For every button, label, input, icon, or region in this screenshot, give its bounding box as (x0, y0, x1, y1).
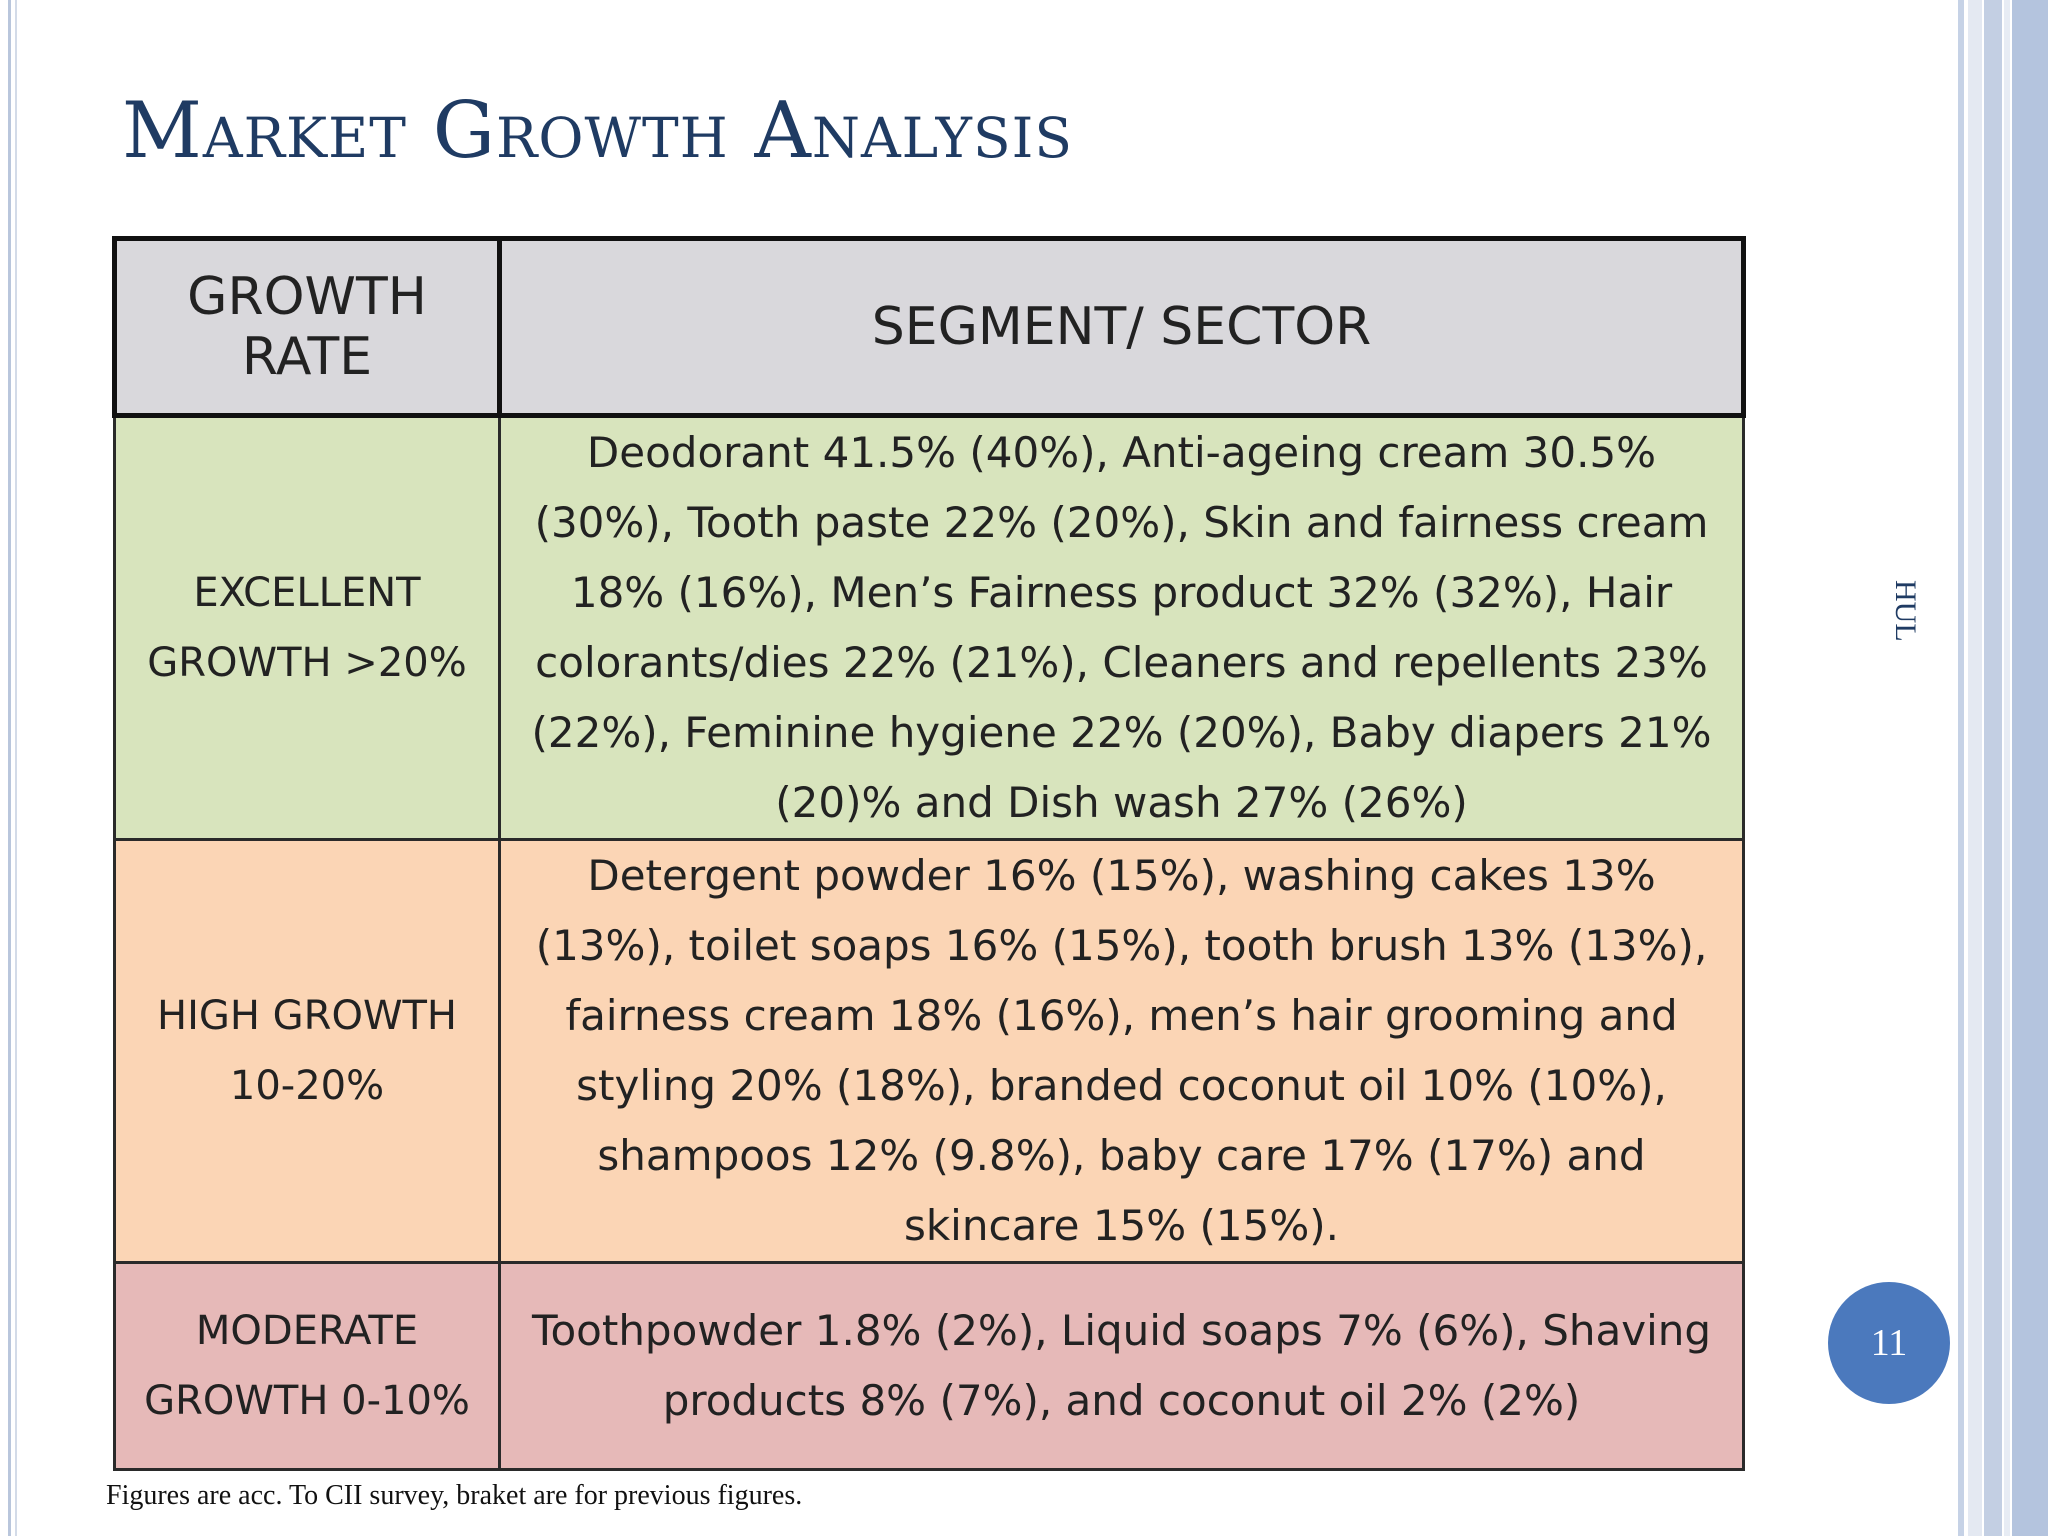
header-growth-rate: GROWTH RATE (112, 236, 502, 418)
page-number-badge: 11 (1828, 1282, 1950, 1404)
segment-cell-high: Detergent powder 16% (15%), washing cake… (498, 838, 1745, 1264)
right-decor-stripe (1958, 0, 1964, 1536)
header-segment-sector: SEGMENT/ SECTOR (497, 236, 1746, 418)
page-number: 11 (1870, 1322, 1908, 1364)
right-decor-stripe (2012, 0, 2048, 1536)
rate-cell-excellent: EXCELLENT GROWTH >20% (113, 414, 501, 841)
right-decor-stripe (2004, 0, 2010, 1536)
table-row: MODERATE GROWTH 0-10% Toothpowder 1.8% (… (113, 1261, 1745, 1471)
segment-cell-excellent: Deodorant 41.5% (40%), Anti-ageing cream… (498, 414, 1745, 841)
left-border-line-inner (15, 0, 17, 1536)
left-border-line (8, 0, 11, 1536)
footnote: Figures are acc. To CII survey, braket a… (106, 1480, 803, 1511)
table-row: HIGH GROWTH 10-20% Detergent powder 16% … (113, 838, 1745, 1264)
right-decor-stripe (1984, 0, 2002, 1536)
side-label: HUL (1889, 580, 1922, 642)
right-decor-stripe (1968, 0, 1982, 1536)
table-header-row: GROWTH RATE SEGMENT/ SECTOR (112, 236, 1746, 418)
table-row: EXCELLENT GROWTH >20% Deodorant 41.5% (4… (113, 414, 1745, 841)
growth-table: GROWTH RATE SEGMENT/ SECTOR EXCELLENT GR… (112, 236, 1746, 1471)
rate-cell-moderate: MODERATE GROWTH 0-10% (113, 1261, 501, 1471)
slide-title: Market Growth Analysis (122, 86, 1074, 176)
rate-cell-high: HIGH GROWTH 10-20% (113, 838, 501, 1264)
segment-cell-moderate: Toothpowder 1.8% (2%), Liquid soaps 7% (… (498, 1261, 1745, 1471)
